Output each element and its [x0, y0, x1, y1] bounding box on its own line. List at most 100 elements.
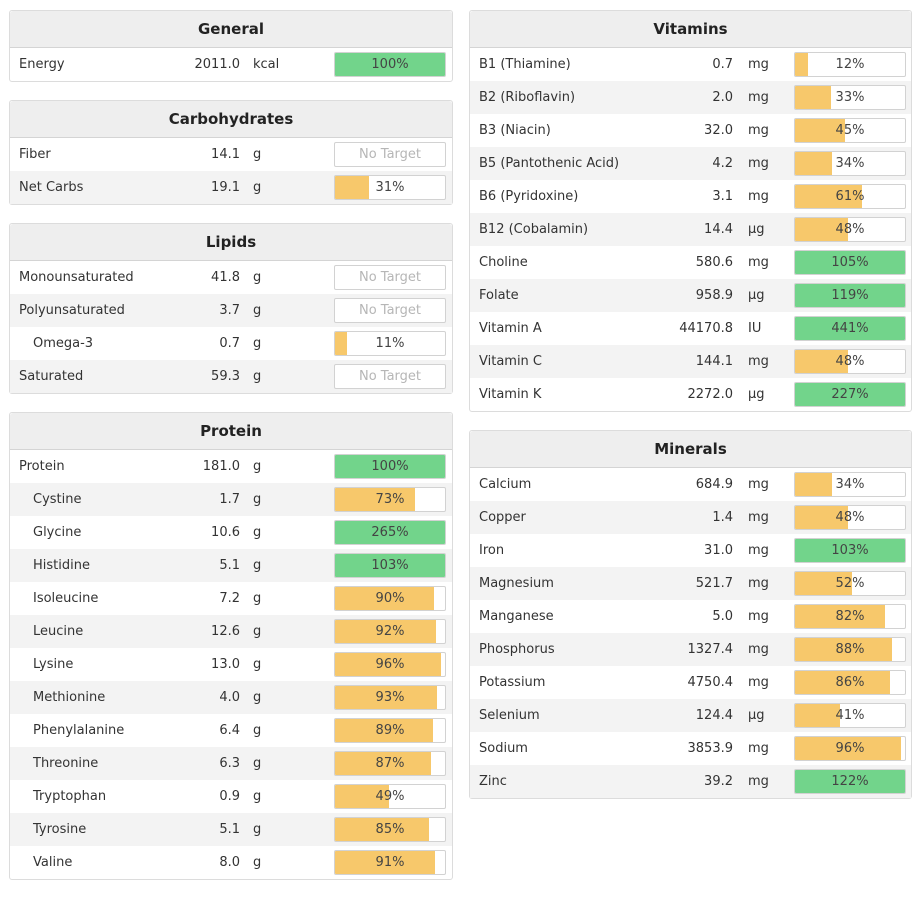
target-progress-bar: 90% — [334, 586, 446, 611]
nutrient-row-manganese[interactable]: Manganese 5.0 mg 82% — [470, 600, 911, 633]
nutrient-amount: 7.2 — [219, 591, 240, 606]
nutrient-amount: 44170.8 — [679, 321, 733, 336]
nutrient-row-lysine[interactable]: Lysine 13.0 g 96% — [10, 648, 452, 681]
nutrient-row-b1-thiamine[interactable]: B1 (Thiamine) 0.7 mg 12% — [470, 48, 911, 81]
nutrient-row-vitamin-a[interactable]: Vitamin A 44170.8 IU 441% — [470, 312, 911, 345]
nutrient-row-potassium[interactable]: Potassium 4750.4 mg 86% — [470, 666, 911, 699]
progress-label: 119% — [831, 288, 869, 303]
nutrient-name: Omega-3 — [33, 336, 94, 351]
nutrient-row-b3-niacin[interactable]: B3 (Niacin) 32.0 mg 45% — [470, 114, 911, 147]
nutrient-row-choline[interactable]: Choline 580.6 mg 105% — [470, 246, 911, 279]
nutrient-amount: 684.9 — [695, 477, 733, 492]
nutrient-name: Copper — [479, 510, 526, 525]
nutrient-row-magnesium[interactable]: Magnesium 521.7 mg 52% — [470, 567, 911, 600]
nutrient-amount: 13.0 — [211, 657, 240, 672]
nutrient-row-glycine[interactable]: Glycine 10.6 g 265% — [10, 516, 452, 549]
nutrient-amount: 10.6 — [211, 525, 240, 540]
target-progress-bar: 82% — [794, 604, 906, 629]
nutrient-name: Phosphorus — [479, 642, 555, 657]
nutrient-row-vitamin-k[interactable]: Vitamin K 2272.0 µg 227% — [470, 378, 911, 411]
target-progress-bar: No Target — [334, 265, 446, 290]
progress-fill — [335, 818, 429, 841]
nutrient-name: B5 (Pantothenic Acid) — [479, 156, 620, 171]
nutrient-row-saturated[interactable]: Saturated 59.3 g No Target — [10, 360, 452, 393]
nutrient-row-protein[interactable]: Protein 181.0 g 100% — [10, 450, 452, 483]
nutrient-row-calcium[interactable]: Calcium 684.9 mg 34% — [470, 468, 911, 501]
nutrient-unit: g — [253, 525, 262, 540]
nutrient-amount: 0.7 — [219, 336, 240, 351]
panel-title: General — [10, 11, 452, 48]
nutrient-unit: µg — [748, 387, 765, 402]
nutrient-amount: 12.6 — [211, 624, 240, 639]
progress-fill — [335, 332, 348, 355]
nutrient-row-net-carbs[interactable]: Net Carbs 19.1 g 31% — [10, 171, 452, 204]
nutrient-row-phosphorus[interactable]: Phosphorus 1327.4 mg 88% — [470, 633, 911, 666]
nutrient-unit: g — [253, 789, 262, 804]
progress-fill — [335, 752, 431, 775]
nutrient-row-sodium[interactable]: Sodium 3853.9 mg 96% — [470, 732, 911, 765]
nutrient-row-tryptophan[interactable]: Tryptophan 0.9 g 49% — [10, 780, 452, 813]
nutrient-amount: 3.1 — [712, 189, 733, 204]
nutrient-row-b6-pyridoxine[interactable]: B6 (Pyridoxine) 3.1 mg 61% — [470, 180, 911, 213]
nutrient-row-monounsaturated[interactable]: Monounsaturated 41.8 g No Target — [10, 261, 452, 294]
nutrient-row-leucine[interactable]: Leucine 12.6 g 92% — [10, 615, 452, 648]
nutrient-row-valine[interactable]: Valine 8.0 g 91% — [10, 846, 452, 879]
nutrient-row-polyunsaturated[interactable]: Polyunsaturated 3.7 g No Target — [10, 294, 452, 327]
nutrient-row-copper[interactable]: Copper 1.4 mg 48% — [470, 501, 911, 534]
progress-label: 93% — [375, 690, 405, 705]
nutrient-row-folate[interactable]: Folate 958.9 µg 119% — [470, 279, 911, 312]
target-progress-bar: 11% — [334, 331, 446, 356]
target-progress-bar: No Target — [334, 364, 446, 389]
nutrient-amount: 4.0 — [219, 690, 240, 705]
nutrient-row-energy[interactable]: Energy 2011.0 kcal 100% — [10, 48, 452, 81]
nutrient-name: Calcium — [479, 477, 532, 492]
nutrient-row-b5-pantothenic-acid[interactable]: B5 (Pantothenic Acid) 4.2 mg 34% — [470, 147, 911, 180]
progress-fill — [795, 119, 845, 142]
nutrient-row-iron[interactable]: Iron 31.0 mg 103% — [470, 534, 911, 567]
nutrient-unit: g — [253, 756, 262, 771]
progress-label: 52% — [835, 576, 865, 591]
progress-fill — [335, 587, 434, 610]
target-progress-bar: 89% — [334, 718, 446, 743]
nutrient-row-tyrosine[interactable]: Tyrosine 5.1 g 85% — [10, 813, 452, 846]
nutrient-amount: 181.0 — [202, 459, 240, 474]
progress-label: 41% — [835, 708, 865, 723]
nutrient-row-threonine[interactable]: Threonine 6.3 g 87% — [10, 747, 452, 780]
nutrient-list: Calcium 684.9 mg 34% Copper 1.4 mg 48% Iron 31.0 m… — [470, 468, 911, 798]
nutrient-row-cystine[interactable]: Cystine 1.7 g 73% — [10, 483, 452, 516]
nutrient-name: Zinc — [479, 774, 507, 789]
nutrient-name: Isoleucine — [33, 591, 99, 606]
nutrient-unit: mg — [748, 255, 769, 270]
target-progress-bar: 12% — [794, 52, 906, 77]
panel-title: Lipids — [10, 224, 452, 261]
nutrient-row-histidine[interactable]: Histidine 5.1 g 103% — [10, 549, 452, 582]
nutrient-row-b2-riboflavin[interactable]: B2 (Riboflavin) 2.0 mg 33% — [470, 81, 911, 114]
target-progress-bar: 49% — [334, 784, 446, 809]
nutrient-amount: 2011.0 — [194, 57, 241, 72]
nutrient-row-fiber[interactable]: Fiber 14.1 g No Target — [10, 138, 452, 171]
progress-label: No Target — [358, 147, 422, 162]
nutrient-name: Vitamin A — [479, 321, 542, 336]
nutrient-amount: 14.4 — [704, 222, 733, 237]
nutrient-row-vitamin-c[interactable]: Vitamin C 144.1 mg 48% — [470, 345, 911, 378]
nutrient-amount: 0.7 — [712, 57, 733, 72]
nutrient-name: Lysine — [33, 657, 74, 672]
nutrient-row-omega-3[interactable]: Omega-3 0.7 g 11% — [10, 327, 452, 360]
nutrient-row-methionine[interactable]: Methionine 4.0 g 93% — [10, 681, 452, 714]
nutrient-row-isoleucine[interactable]: Isoleucine 7.2 g 90% — [10, 582, 452, 615]
progress-label: 11% — [375, 336, 405, 351]
progress-fill — [795, 218, 848, 241]
vitamins-panel: Vitamins B1 (Thiamine) 0.7 mg 12% B2 (Ribofla… — [469, 10, 912, 412]
nutrient-amount: 2272.0 — [687, 387, 734, 402]
nutrient-row-zinc[interactable]: Zinc 39.2 mg 122% — [470, 765, 911, 798]
target-progress-bar: 45% — [794, 118, 906, 143]
nutrient-row-selenium[interactable]: Selenium 124.4 µg 41% — [470, 699, 911, 732]
nutrient-row-phenylalanine[interactable]: Phenylalanine 6.4 g 89% — [10, 714, 452, 747]
nutrient-name: Selenium — [479, 708, 540, 723]
nutrient-unit: µg — [748, 222, 765, 237]
nutrient-name: Net Carbs — [19, 180, 84, 195]
nutrient-name: Histidine — [33, 558, 90, 573]
nutrient-unit: mg — [748, 123, 769, 138]
progress-label: 96% — [835, 741, 865, 756]
nutrient-row-b12-cobalamin[interactable]: B12 (Cobalamin) 14.4 µg 48% — [470, 213, 911, 246]
